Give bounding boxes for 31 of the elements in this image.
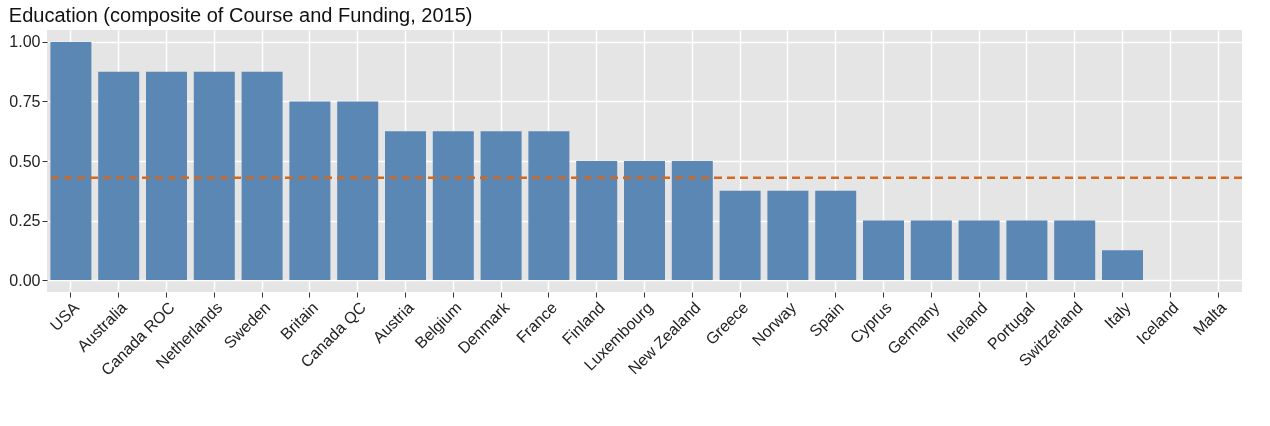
y-tick-label: 0.25 [9,212,41,230]
bar [767,190,809,281]
y-tick-label: 0.00 [9,271,41,289]
bar [289,101,331,281]
bar [1006,220,1048,281]
y-tick-label: 0.75 [9,92,41,110]
bar [528,131,570,281]
bar [241,71,283,281]
x-tick-label: Italy [1101,298,1134,332]
chart-title: Education (composite of Course and Funding, 2015) [8,4,473,26]
bar [624,161,665,281]
bar [1054,220,1096,281]
x-tick-label: USA [46,298,83,335]
bar [385,131,426,281]
bar [958,220,1000,281]
bar [193,71,235,281]
bar [146,71,187,281]
y-tick-label: 0.50 [9,152,41,170]
bar [576,161,618,281]
bar [910,220,952,281]
bar [1102,250,1143,281]
bar [50,41,92,281]
y-tick-label: 1.00 [9,33,41,51]
bar [480,131,522,281]
bar [98,71,140,281]
bar [815,190,857,281]
bar [432,131,474,281]
bar [671,161,713,281]
bar [337,101,379,281]
bar [863,220,904,281]
bar [719,190,761,281]
